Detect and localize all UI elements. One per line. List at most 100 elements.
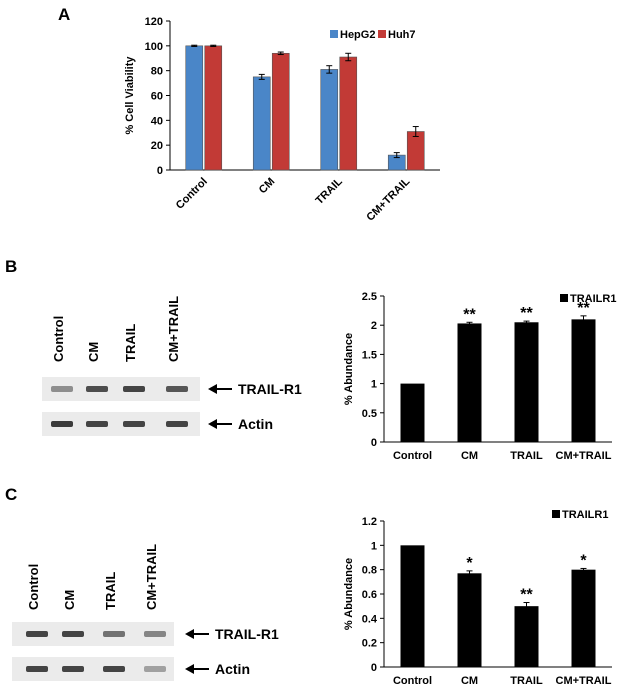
chart-b-significance-cm: ** <box>463 306 476 323</box>
chart-c-category-cm-trail: CM+TRAIL <box>556 675 612 685</box>
chart-a-ytick-label: 120 <box>145 16 163 28</box>
chart-b-significance-trail: ** <box>520 305 533 322</box>
chart-c-legend-label-trailr1: TRAILR1 <box>562 509 608 521</box>
western-blot-c: Control CM TRAIL CM+TRAIL TRAIL-R1 Actin <box>12 544 279 681</box>
chart-c-ytick-label: 0 <box>371 662 377 674</box>
chart-c-y-axis-title: % Abundance <box>343 558 355 630</box>
chart-b-bar-trailr1-cm-trail <box>571 319 596 442</box>
chart-b-bar-trailr1-trail <box>514 322 539 442</box>
blot-c-band-actin-trail <box>103 666 125 672</box>
western-blot-b: Control CM TRAIL CM+TRAIL TRAIL-R1 Actin <box>42 296 302 436</box>
chart-c-category-control: Control <box>393 675 432 685</box>
viability-bar-chart: 0 20 40 60 80 100 120 % Cell Viability Control CM… <box>124 16 440 224</box>
chart-b-ytick-label: 2 <box>371 320 377 332</box>
chart-a-y-axis-title: % Cell Viability <box>124 56 136 135</box>
chart-b-significance-cm-trail: ** <box>577 300 590 317</box>
chart-a-category-control: Control <box>174 176 210 212</box>
chart-a-bar-huh7-trail <box>339 56 358 171</box>
chart-a-legend-label-hepg2: HepG2 <box>340 29 375 41</box>
chart-a-ytick-label: 0 <box>157 165 163 177</box>
panel-label-a: A <box>58 5 70 24</box>
chart-b-ytick-label: 1 <box>371 379 377 391</box>
chart-b-ytick-label: 1.5 <box>362 349 377 361</box>
blot-c-band-trail-r1-control <box>26 631 48 637</box>
blot-c-lane-label-control: Control <box>26 564 41 610</box>
blot-c-band-actin-cm-trail <box>144 666 166 672</box>
blot-c-lane-label-trail: TRAIL <box>103 572 118 610</box>
chart-b-category-trail: TRAIL <box>510 450 543 462</box>
abundance-bar-chart-b: 0 0.5 1 1.5 2 2.5 % Abundance Control ** CM ** TRAI… <box>343 291 616 462</box>
blot-b-arrow-icon <box>208 384 217 394</box>
blot-b-band-actin-cm-trail <box>166 421 188 427</box>
chart-c-bar-trailr1-cm <box>457 573 482 667</box>
blot-b-band-actin-cm <box>86 421 108 427</box>
blot-c-band-trail-r1-cm <box>62 631 84 637</box>
blot-b-band-actin-trail <box>123 421 145 427</box>
blot-c-band-actin-control <box>26 666 48 672</box>
blot-c-lane-label-cm-trail: CM+TRAIL <box>144 544 159 610</box>
blot-b-band-trail-r1-control <box>51 386 73 392</box>
blot-c-lane-label-cm: CM <box>62 590 77 610</box>
chart-c-legend-swatch-trailr1 <box>552 510 560 518</box>
chart-b-category-cm-trail: CM+TRAIL <box>556 450 612 462</box>
chart-b-bar-trailr1-cm <box>457 323 482 442</box>
chart-a-legend-swatch-hepg2 <box>330 30 338 38</box>
blot-b-marker-label-actin: Actin <box>238 416 273 432</box>
chart-c-significance-cm-trail: * <box>580 552 587 569</box>
chart-a-category-cm: CM <box>257 176 278 197</box>
chart-b-bar-trailr1-control <box>400 383 425 442</box>
chart-a-category-cm-trail: CM+TRAIL <box>364 175 412 223</box>
chart-c-category-trail: TRAIL <box>510 675 543 685</box>
blot-c-arrow-icon <box>185 664 194 674</box>
chart-b-legend-swatch-trailr1 <box>560 294 568 302</box>
chart-c-bar-trailr1-control <box>400 545 425 667</box>
chart-a-bar-hepg2-trail <box>320 69 339 171</box>
blot-b-lane-label-control: Control <box>51 316 66 362</box>
chart-c-bar-trailr1-trail <box>514 606 539 667</box>
chart-a-category-trail: TRAIL <box>313 175 345 207</box>
chart-b-category-control: Control <box>393 450 432 462</box>
blot-b-lane-label-cm: CM <box>86 342 101 362</box>
blot-b-lane-label-cm-trail: CM+TRAIL <box>166 296 181 362</box>
chart-a-ytick-label: 100 <box>145 41 163 53</box>
chart-c-significance-cm: * <box>466 555 473 572</box>
chart-c-ytick-label: 0.4 <box>362 613 378 625</box>
abundance-bar-chart-c: 00.20.40.60.811.2% AbundanceControl*CM**… <box>343 509 612 685</box>
blot-b-marker-label-trail-r1: TRAIL-R1 <box>238 381 302 397</box>
blot-c-marker-label-actin: Actin <box>215 661 250 677</box>
blot-c-arrow-icon <box>185 629 194 639</box>
chart-b-ytick-label: 0 <box>371 437 377 449</box>
chart-a-ytick-label: 40 <box>151 115 163 127</box>
chart-a-ytick-label: 60 <box>151 91 163 103</box>
blot-b-arrow-icon <box>208 419 217 429</box>
blot-c-band-trail-r1-cm-trail <box>144 631 166 637</box>
chart-c-ytick-label: 0.6 <box>362 589 377 601</box>
blot-b-band-actin-control <box>51 421 73 427</box>
chart-a-ytick-label: 20 <box>151 140 163 152</box>
blot-c-band-actin-cm <box>62 666 84 672</box>
chart-b-ytick-label: 0.5 <box>362 408 377 420</box>
blot-c-marker-label-trail-r1: TRAIL-R1 <box>215 626 279 642</box>
chart-c-ytick-label: 0.8 <box>362 565 377 577</box>
blot-b-band-trail-r1-cm <box>86 386 108 392</box>
blot-b-band-trail-r1-trail <box>123 386 145 392</box>
chart-b-ytick-label: 2.5 <box>362 291 377 303</box>
chart-a-ytick-label: 80 <box>151 66 163 78</box>
chart-a-bar-hepg2-cm <box>252 76 271 171</box>
chart-c-significance-trail: ** <box>520 587 533 604</box>
chart-a-bar-huh7-cm-trail <box>406 131 425 171</box>
chart-b-category-cm: CM <box>461 450 478 462</box>
panel-label-b: B <box>5 257 17 276</box>
chart-c-ytick-label: 1 <box>371 540 377 552</box>
chart-a-bar-huh7-control <box>204 45 223 171</box>
panel-label-c: C <box>5 485 17 504</box>
chart-b-y-axis-title: % Abundance <box>343 333 355 405</box>
chart-c-ytick-label: 1.2 <box>362 516 377 528</box>
chart-a-legend-swatch-huh7 <box>378 30 386 38</box>
blot-b-lane-label-trail: TRAIL <box>123 324 138 362</box>
chart-c-bar-trailr1-cm-trail <box>571 569 596 667</box>
chart-a-legend-label-huh7: Huh7 <box>388 29 416 41</box>
blot-c-band-trail-r1-trail <box>103 631 125 637</box>
chart-c-ytick-label: 0.2 <box>362 638 377 650</box>
